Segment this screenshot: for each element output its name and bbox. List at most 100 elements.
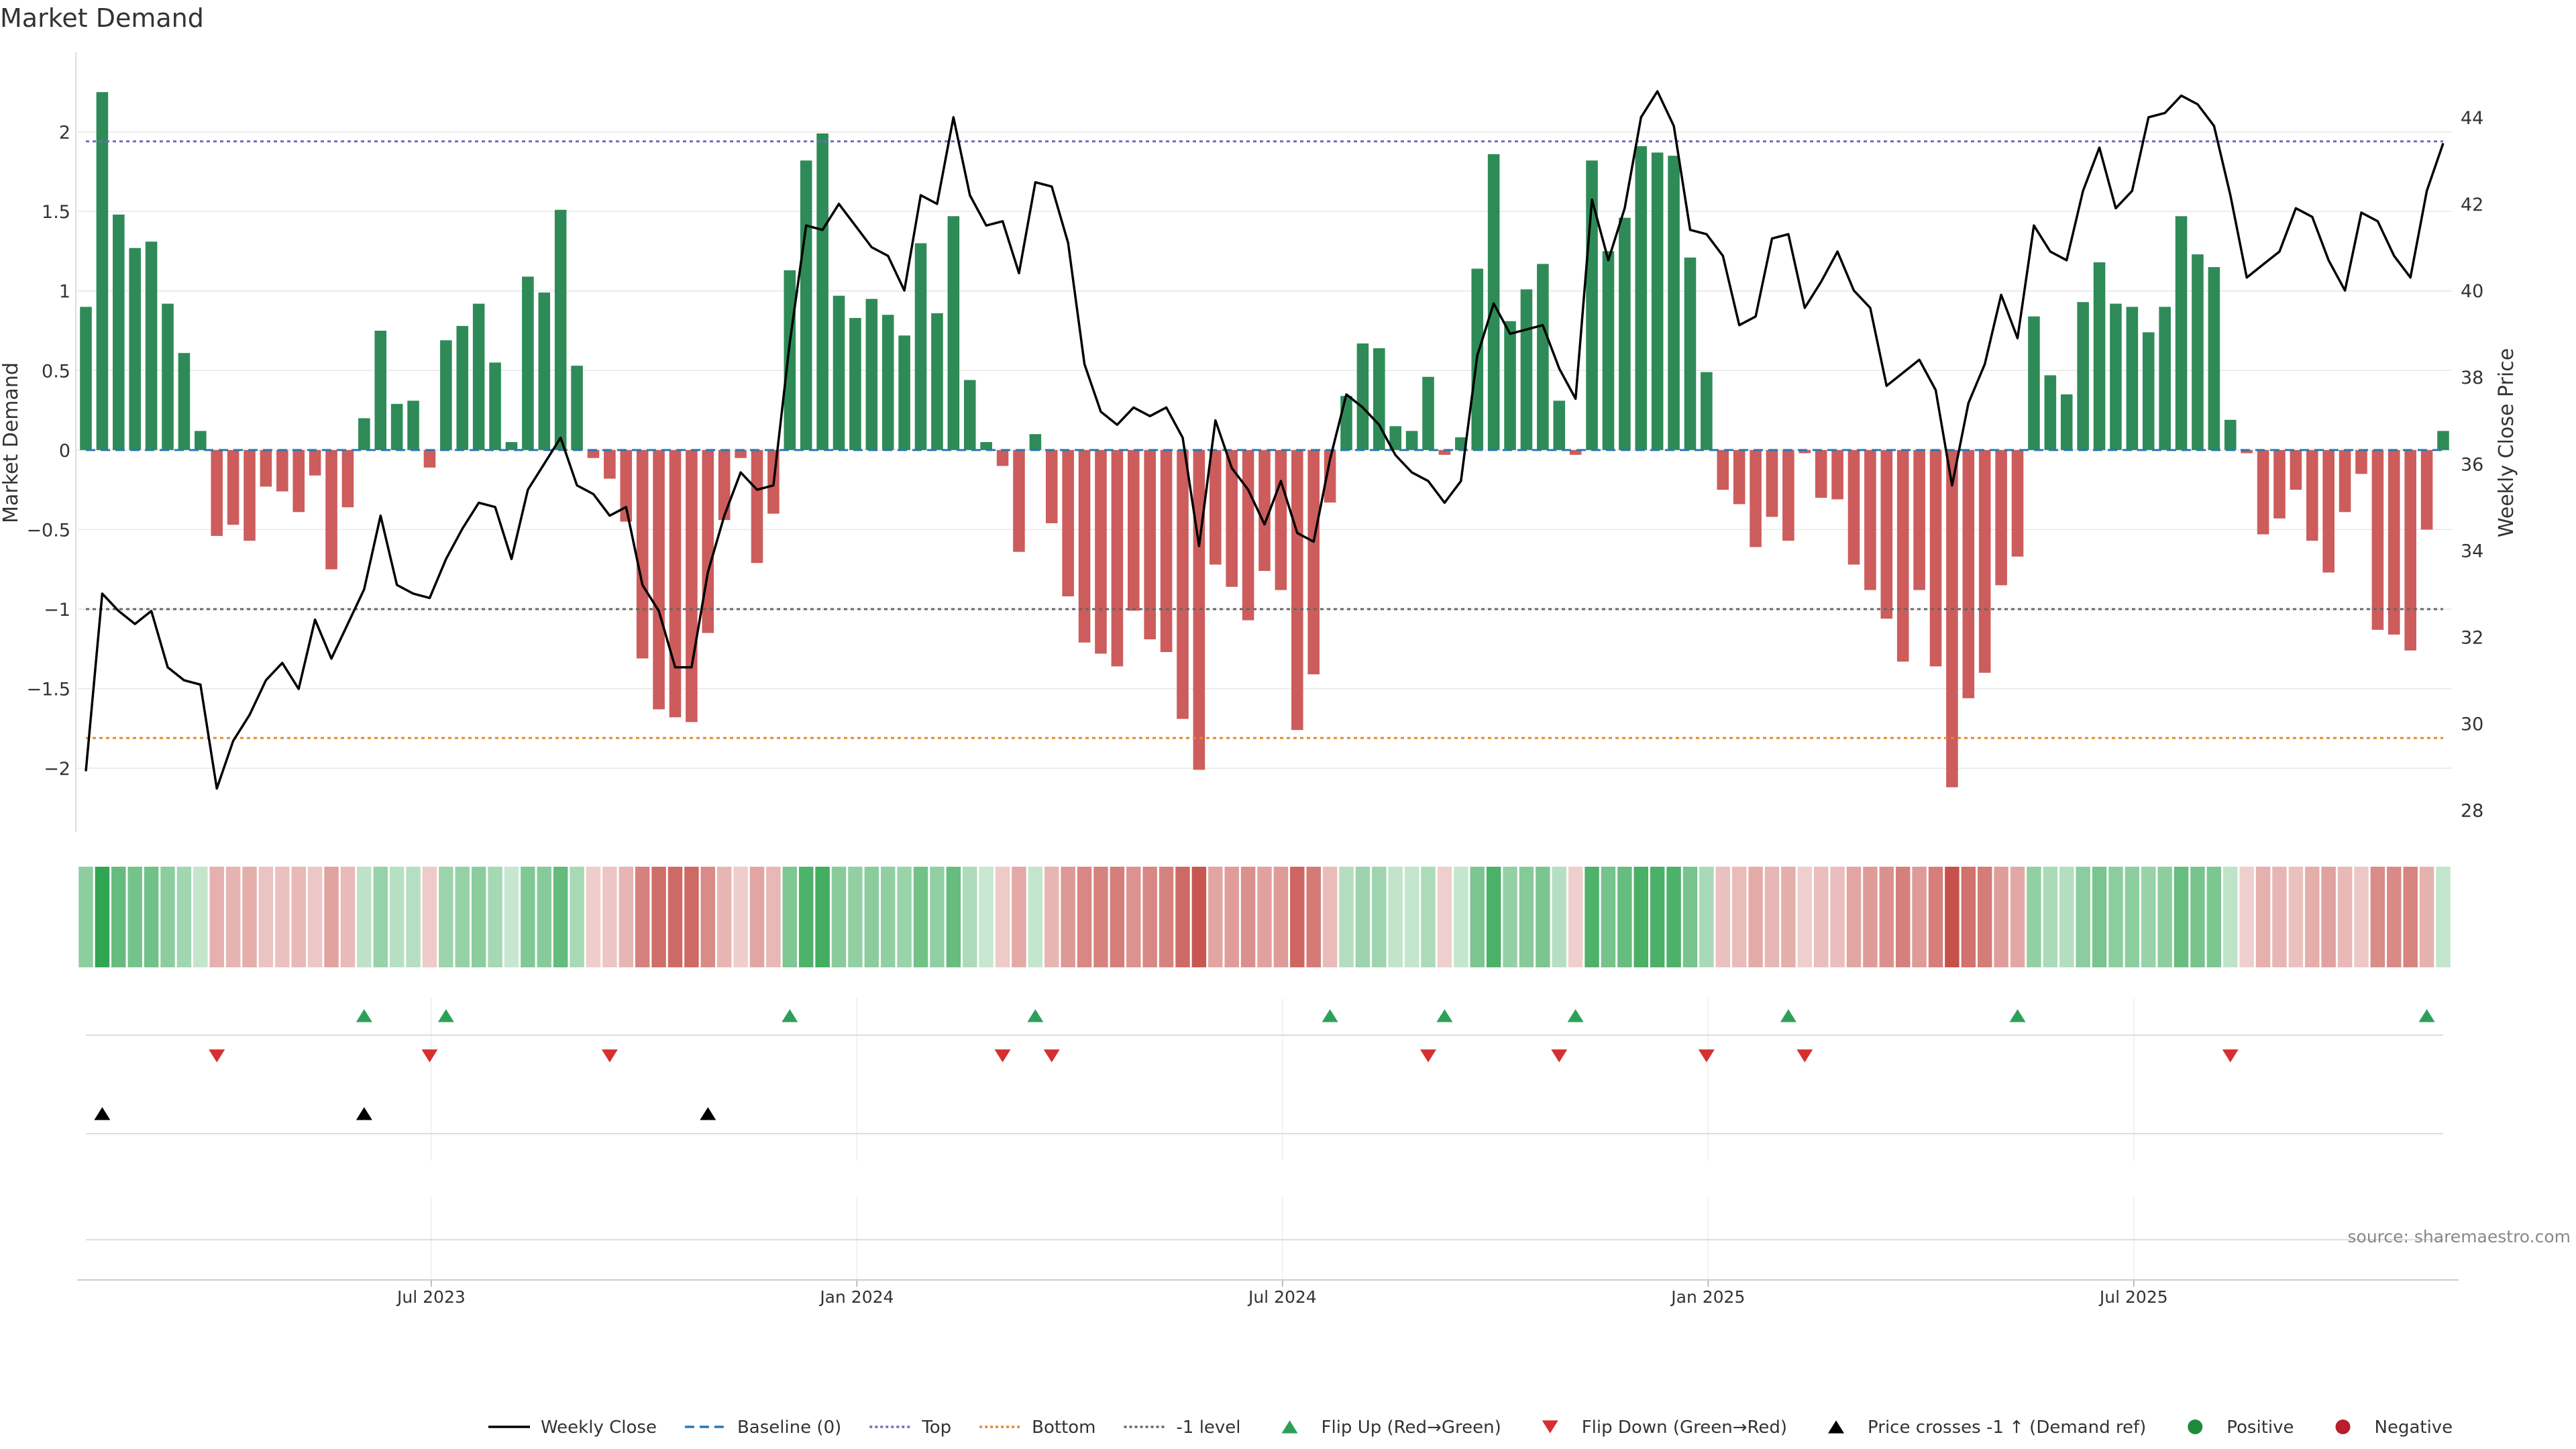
demand-bar (849, 318, 861, 450)
demand-heat-cell (815, 867, 830, 967)
demand-heat-cell (1731, 867, 1747, 967)
y-tick-label: 1.5 (42, 202, 70, 223)
demand-bar (833, 295, 845, 450)
demand-heat-cell (602, 867, 617, 967)
demand-heat-cell (1928, 867, 1943, 967)
demand-bar (1013, 449, 1025, 552)
demand-heat-cell (2092, 867, 2107, 967)
demand-bar (2388, 449, 2400, 635)
demand-bar (980, 442, 992, 450)
demand-heat-cell (1126, 867, 1141, 967)
demand-bar (1078, 449, 1091, 643)
demand-bar (96, 92, 109, 450)
demand-bar (2142, 332, 2155, 450)
demand-heat-cell (1306, 867, 1321, 967)
demand-bar (996, 449, 1009, 466)
demand-bar (2339, 449, 2351, 513)
flip-down-marker (1043, 1049, 1060, 1063)
demand-bar (571, 366, 583, 450)
demand-bar (2028, 316, 2040, 450)
demand-heat-cell (1863, 867, 1878, 967)
demand-bar (1635, 146, 1648, 450)
demand-heat-cell (979, 867, 994, 967)
demand-heat-cell (2027, 867, 2041, 967)
demand-heat-cell (2059, 867, 2074, 967)
demand-heat-cell (1257, 867, 1272, 967)
demand-bar (2371, 449, 2384, 630)
demand-heat-cell (1781, 867, 1796, 967)
demand-heat-cell (1503, 867, 1517, 967)
y-right-tick-label: 44 (2461, 108, 2483, 129)
demand-bar (260, 449, 272, 487)
flip-down-marker (421, 1049, 438, 1063)
demand-heat-cell (1895, 867, 1911, 967)
demand-bar (2044, 375, 2057, 450)
legend-label: Flip Up (Red→Green) (1322, 1417, 1501, 1438)
empty-signal-panel (86, 1197, 2443, 1285)
flip-down-marker (601, 1049, 618, 1063)
demand-bar (816, 133, 828, 450)
demand-heat-cell (193, 867, 208, 967)
demand-bar (1095, 449, 1107, 654)
y-tick-label: 2 (59, 123, 70, 144)
demand-bar (1750, 449, 1762, 547)
demand-bar (914, 243, 927, 450)
demand-bar (2290, 449, 2302, 490)
demand-bar (587, 449, 600, 458)
demand-heat-cell (1355, 867, 1371, 967)
demand-bar (604, 449, 616, 479)
demand-heat-cell (2174, 867, 2189, 967)
demand-bar (620, 449, 633, 522)
demand-heat-cell (2206, 867, 2222, 967)
y-right-axis-title: Weekly Close Price (2495, 348, 2518, 537)
demand-bar (2257, 449, 2269, 535)
demand-bar (472, 303, 485, 450)
legend-label: Baseline (0) (737, 1417, 841, 1438)
demand-heat-cell (2190, 867, 2205, 967)
demand-bar (898, 335, 910, 450)
demand-bar (1504, 321, 1516, 450)
demand-bar (1717, 449, 1729, 490)
demand-heat-strip (78, 867, 2451, 967)
y-right-tick-label: 30 (2461, 714, 2483, 735)
demand-heat-cell (1536, 867, 1550, 967)
x-tick-label: Jul 2025 (2098, 1287, 2168, 1307)
flip-up-marker (2418, 1009, 2435, 1022)
demand-bar (1438, 449, 1451, 455)
demand-heat-cell (2272, 867, 2287, 967)
demand-heat-cell (1748, 867, 1763, 967)
demand-heat-cell (1028, 867, 1043, 967)
demand-bar (931, 313, 943, 450)
flip-down-marker (1551, 1049, 1568, 1063)
demand-heat-cell (340, 867, 356, 967)
demand-heat-cell (2223, 867, 2238, 967)
demand-heat-cell (1633, 867, 1649, 967)
demand-heat-cell (570, 867, 584, 967)
demand-heat-cell (1142, 867, 1157, 967)
y-right-tick-label: 42 (2461, 195, 2483, 215)
demand-bar (686, 449, 698, 722)
demand-bar (1896, 449, 1909, 662)
demand-heat-cell (667, 867, 683, 967)
legend-swatch (1542, 1420, 1558, 1434)
demand-heat-cell (373, 867, 388, 967)
demand-heat-cell (275, 867, 290, 967)
y-tick-label: −1 (44, 600, 70, 621)
legend-swatch (2335, 1419, 2351, 1434)
demand-bar (1913, 449, 1925, 590)
main-plot-panel: −2 −1.5 −1 −0.5 0 0.5 1 1.5 2 28 30 32 34 36 38 40 42 44 M… (0, 52, 2518, 832)
demand-heat-cell (1568, 867, 1583, 967)
demand-heat-cell (848, 867, 863, 967)
demand-bar (735, 449, 747, 458)
demand-bar (2224, 419, 2237, 450)
demand-heat-cell (2108, 867, 2123, 967)
demand-bar (1668, 156, 1680, 450)
demand-bar (1701, 372, 1713, 450)
demand-heat-cell (1994, 867, 2008, 967)
demand-bar (390, 404, 403, 450)
demand-heat-cell (176, 867, 192, 967)
legend-label: -1 level (1177, 1417, 1241, 1438)
price-cross-marker (356, 1107, 372, 1120)
demand-heat-cell (2337, 867, 2353, 967)
demand-heat-cell (1830, 867, 1845, 967)
